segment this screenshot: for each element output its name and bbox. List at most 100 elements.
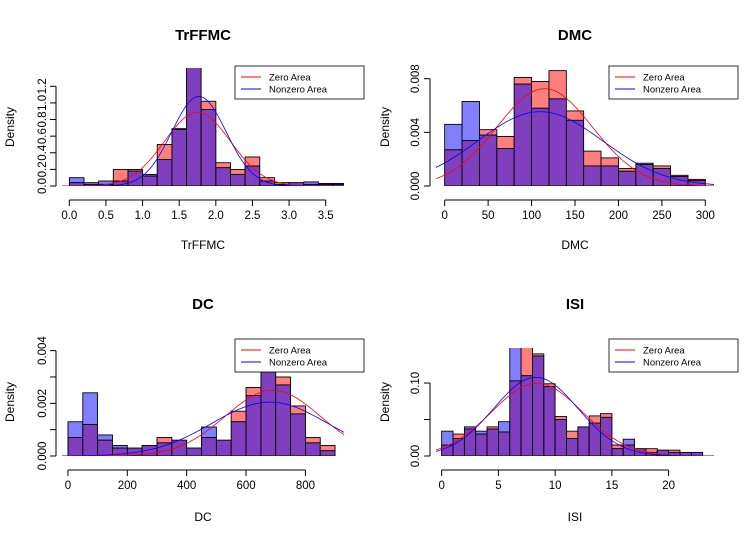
bar-zero-area-bin-12 [245, 387, 262, 396]
bar-nonzero-area-outline-bin-15 [290, 413, 306, 456]
x-tick-label: 800 [296, 480, 315, 492]
bar-overlap-bin-4 [513, 83, 532, 186]
x-tick-label: 0.5 [98, 210, 114, 222]
bar-overlap-bin-11 [230, 421, 247, 456]
density-curve-zero-area [62, 389, 344, 456]
legend-label-nonzero-area: Nonzero Area [643, 85, 702, 96]
x-tick-label: 400 [177, 480, 196, 492]
bar-nonzero-area-bin-1 [82, 392, 99, 425]
bar-nonzero-area-bin-5 [498, 421, 511, 433]
legend-box [234, 65, 365, 100]
x-tick-label: 2.5 [244, 210, 260, 222]
y-axis-label: Density [3, 107, 17, 147]
x-tick-label: 50 [482, 210, 495, 222]
y-tick-label: 1.0 [37, 95, 49, 111]
bar-zero-area-bin-4 [513, 76, 532, 85]
bar-overlap-bin-10 [618, 170, 637, 186]
x-tick-label: 3.0 [281, 210, 297, 222]
x-tick-label: 0 [65, 480, 71, 492]
x-tick-label: 0.0 [61, 210, 77, 222]
bar-zero-area-bin-12 [244, 156, 261, 167]
x-tick-label: 600 [236, 480, 255, 492]
bar-overlap-bin-12 [652, 168, 671, 186]
y-axis-label: Density [378, 107, 392, 147]
bar-overlap-bin-4 [486, 428, 499, 456]
chart-panel-isi: ISI 0 5 10 15 20 ISI 0.00 0.10 Density Zero AreaNo… [378, 296, 739, 524]
bar-nonzero-area-outline-bin-16 [622, 438, 635, 456]
x-tick-label: 20 [662, 480, 675, 492]
bar-nonzero-area-outline-bin-9 [200, 109, 217, 186]
bar-nonzero-area-bin-9 [201, 426, 217, 438]
legend-box [608, 65, 739, 100]
bar-zero-area-bin-6 [548, 70, 567, 100]
x-tick-label: 10 [549, 480, 562, 492]
plot-area [62, 68, 344, 186]
bar-zero-area-bin-3 [496, 135, 515, 149]
bar-overlap-bin-11 [566, 438, 579, 456]
x-tick-label: 200 [118, 480, 137, 492]
bar-zero-area-bin-18 [645, 448, 658, 453]
bar-overlap-bin-3 [475, 433, 488, 456]
x-tick-label: 200 [609, 210, 628, 222]
bar-zero-area-bin-15 [290, 405, 306, 415]
bar-zero-area-bin-14 [600, 413, 613, 418]
bar-overlap-bin-5 [498, 431, 511, 456]
legend-label-nonzero-area: Nonzero Area [269, 85, 328, 96]
x-tick-label: 250 [652, 210, 671, 222]
x-tick-label: 300 [696, 210, 715, 222]
bar-zero-area-bin-9 [600, 157, 619, 167]
bar-zero-area-bin-14 [275, 376, 291, 386]
x-axis: 0 200 400 600 800 DC [65, 469, 315, 524]
x-tick-label: 0 [441, 210, 447, 222]
bar-zero-area-bin-12 [652, 165, 671, 169]
chart-title: TrFFMC [175, 27, 231, 44]
bar-overlap-bin-12 [577, 426, 590, 456]
bar-overlap-bin-14 [275, 384, 291, 456]
bar-overlap-bin-2 [479, 134, 498, 186]
bar-overlap-bin-10 [215, 167, 231, 186]
plot-area [436, 70, 714, 186]
bar-overlap-bin-10 [554, 419, 567, 456]
bar-overlap-bin-15 [611, 448, 624, 456]
chart-title: DC [192, 296, 214, 313]
density-curve-nonzero-area [436, 376, 714, 456]
x-tick-label: 0 [438, 480, 444, 492]
y-tick-label: 0.4 [37, 144, 49, 161]
bar-zero-area-bin-15 [611, 444, 624, 450]
bar-overlap-bin-9 [543, 386, 556, 456]
bar-overlap-bin-2 [97, 439, 113, 456]
bar-overlap-bin-8 [532, 355, 545, 456]
x-axis: 0 50 100 150 200 250 300 DMC [441, 199, 715, 252]
x-tick-label: 100 [522, 210, 541, 222]
bar-zero-area-bin-10 [554, 416, 567, 420]
bar-overlap-bin-13 [260, 371, 277, 456]
bar-zero-area-bin-11 [230, 410, 247, 423]
y-tick-label: 0.000 [410, 172, 422, 201]
bar-zero-area-bin-6 [156, 437, 173, 444]
chart-panel-dc: DC 0 200 400 600 800 DC 0.000 0.002 0.004 Density Z… [3, 296, 365, 524]
x-tick-label: 3.5 [318, 210, 334, 222]
plot-area [436, 348, 714, 456]
legend-box [234, 338, 365, 373]
bar-nonzero-area-bin-6 [509, 348, 522, 382]
bar-overlap-bin-5 [142, 175, 158, 186]
chart-panel-dmc: DMC 0 50 100 150 200 250 300 DMC 0.000 0.004 0.008 D… [378, 27, 739, 252]
bar-nonzero-area-bin-0 [67, 421, 84, 438]
x-axis: 0 5 10 15 20 ISI [438, 469, 675, 524]
y-tick-label: 0.2 [37, 161, 49, 177]
y-axis: 0.00.20.40.60.81.01.2 Density [3, 78, 57, 194]
bar-nonzero-area-outline-bin-12 [244, 165, 261, 186]
bar-overlap-bin-6 [156, 159, 173, 186]
y-axis: 0.00 0.10 Density [378, 372, 431, 467]
bar-overlap-bin-8 [186, 68, 202, 186]
bar-zero-area-bin-16 [305, 437, 321, 444]
y-axis-label: Density [3, 382, 17, 422]
bar-overlap-bin-7 [565, 119, 585, 186]
bar-overlap-bin-15 [290, 413, 306, 456]
x-tick-label: 2.0 [208, 210, 224, 222]
